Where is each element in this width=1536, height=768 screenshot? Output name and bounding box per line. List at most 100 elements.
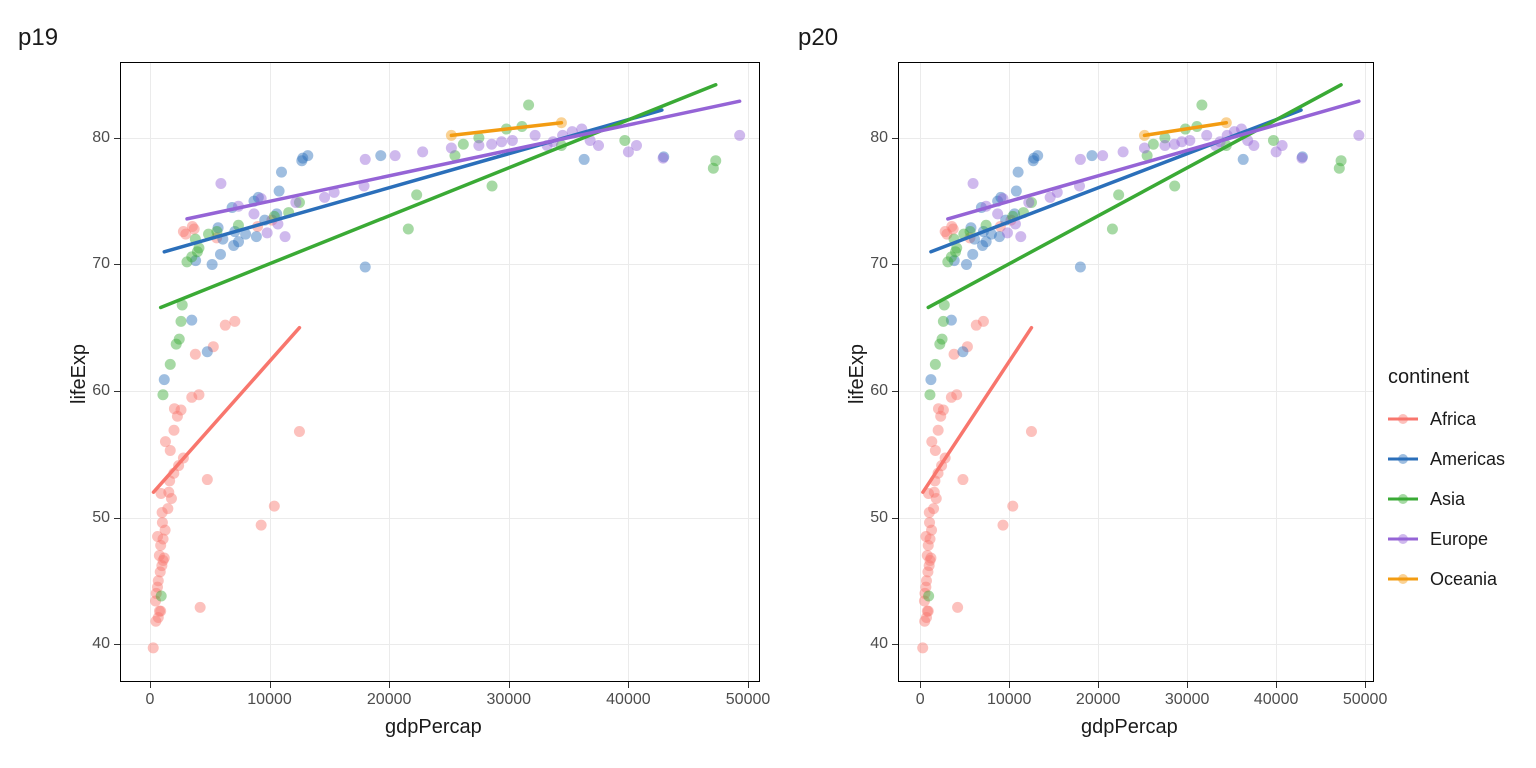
point-europe [507, 135, 518, 146]
legend-key-oceania [1388, 566, 1418, 592]
point-africa [926, 436, 937, 447]
point-europe [290, 197, 301, 208]
point-africa [957, 474, 968, 485]
point-europe [734, 130, 745, 141]
legend-items: AfricaAmericasAsiaEuropeOceania [1388, 403, 1505, 595]
point-europe [496, 136, 507, 147]
point-africa [148, 642, 159, 653]
point-asia [523, 100, 534, 111]
point-asia [1169, 181, 1180, 192]
point-africa [154, 550, 165, 561]
point-europe [262, 227, 273, 238]
y-tick-label: 40 [868, 636, 888, 652]
x-tick-label: 0 [916, 692, 925, 708]
point-africa [924, 517, 935, 528]
point-americas [202, 346, 213, 357]
point-americas [251, 231, 262, 242]
y-tick [892, 138, 898, 139]
point-europe [992, 208, 1003, 219]
legend-item-asia: Asia [1388, 483, 1505, 515]
legend-key-americas [1388, 446, 1418, 472]
point-africa [256, 520, 267, 531]
point-africa [933, 425, 944, 436]
point-americas [1086, 150, 1097, 161]
point-europe [1296, 153, 1307, 164]
point-europe [1118, 146, 1129, 157]
legend-key-africa [1388, 406, 1418, 432]
legend-item-oceania: Oceania [1388, 563, 1505, 595]
y-tick-label: 50 [868, 510, 888, 526]
x-tick-label: 40000 [606, 692, 651, 708]
point-africa [187, 221, 198, 232]
point-africa [202, 474, 213, 485]
point-asia [930, 359, 941, 370]
point-africa [168, 425, 179, 436]
legend-item-europe: Europe [1388, 523, 1505, 555]
plot-svg-p20 [898, 62, 1374, 682]
point-africa [229, 316, 240, 327]
y-tick [114, 264, 120, 265]
x-tick-label: 40000 [1254, 692, 1299, 708]
point-europe [417, 146, 428, 157]
point-africa [160, 436, 171, 447]
point-americas [207, 259, 218, 270]
point-americas [215, 249, 226, 260]
trend-line-asia [928, 85, 1341, 308]
point-asia [938, 316, 949, 327]
legend-label-africa: Africa [1430, 409, 1476, 430]
point-europe [593, 140, 604, 151]
y-axis-label: lifeExp [846, 344, 869, 404]
point-asia [1107, 224, 1118, 235]
x-tick-label: 20000 [1076, 692, 1121, 708]
legend-label-oceania: Oceania [1430, 569, 1497, 590]
x-tick-label: 10000 [247, 692, 292, 708]
point-europe [319, 192, 330, 203]
point-americas [1075, 261, 1086, 272]
legend: continent AfricaAmericasAsiaEuropeOceani… [1388, 366, 1505, 603]
point-asia [165, 359, 176, 370]
point-europe [1159, 140, 1170, 151]
point-americas [186, 315, 197, 326]
point-europe [215, 178, 226, 189]
point-europe [446, 143, 457, 154]
point-africa [978, 316, 989, 327]
panel-title-p19: p19 [18, 24, 58, 52]
legend-key-asia [1388, 486, 1418, 512]
point-africa [157, 507, 168, 518]
point-americas [1238, 154, 1249, 165]
point-africa [155, 606, 166, 617]
legend-label-europe: Europe [1430, 529, 1488, 550]
point-americas [961, 259, 972, 270]
x-tick [270, 682, 271, 688]
x-tick [150, 682, 151, 688]
point-europe [1075, 154, 1086, 165]
point-asia [924, 389, 935, 400]
plot-svg-p19 [120, 62, 760, 682]
point-europe [1002, 227, 1013, 238]
point-asia [176, 316, 187, 327]
y-tick [892, 644, 898, 645]
y-tick-label: 70 [90, 256, 110, 272]
point-asia [174, 334, 185, 345]
point-africa [920, 531, 931, 542]
point-africa [997, 520, 1008, 531]
point-europe [1248, 140, 1259, 151]
point-asia [1334, 163, 1345, 174]
point-americas [360, 261, 371, 272]
x-tick [1187, 682, 1188, 688]
y-tick-label: 40 [90, 636, 110, 652]
x-tick [1276, 682, 1277, 688]
point-africa [946, 221, 957, 232]
point-africa [923, 606, 934, 617]
x-tick [1098, 682, 1099, 688]
y-tick [114, 518, 120, 519]
point-asia [458, 139, 469, 150]
point-europe [1201, 130, 1212, 141]
point-europe [360, 154, 371, 165]
point-asia [411, 189, 422, 200]
point-asia [1196, 100, 1207, 111]
point-americas [957, 346, 968, 357]
y-tick-label: 60 [868, 383, 888, 399]
point-asia [619, 135, 630, 146]
point-africa [924, 507, 935, 518]
